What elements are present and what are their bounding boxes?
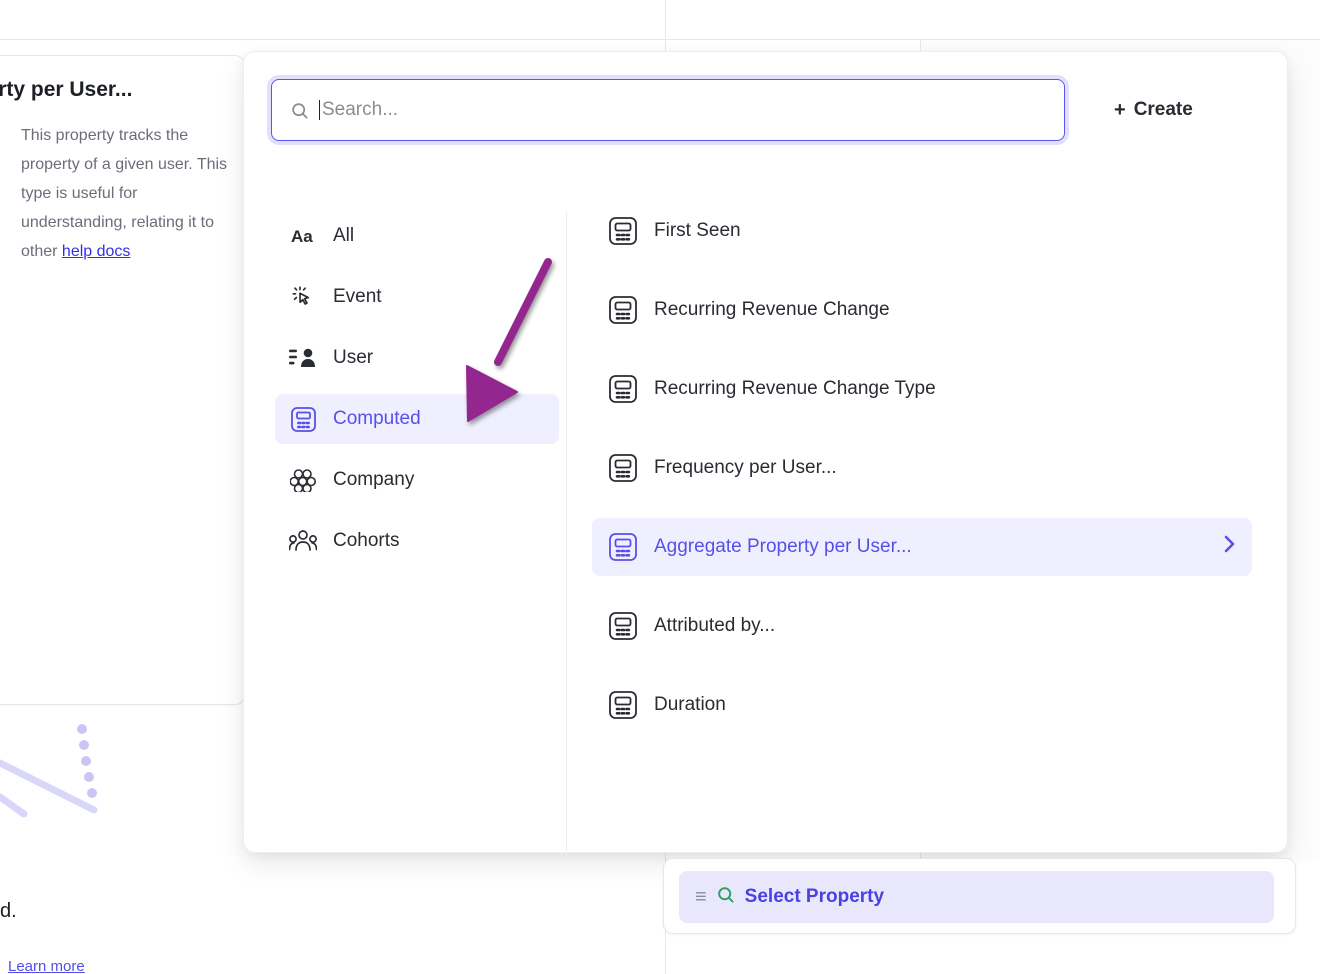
svg-text:Aa: Aa: [291, 227, 313, 246]
